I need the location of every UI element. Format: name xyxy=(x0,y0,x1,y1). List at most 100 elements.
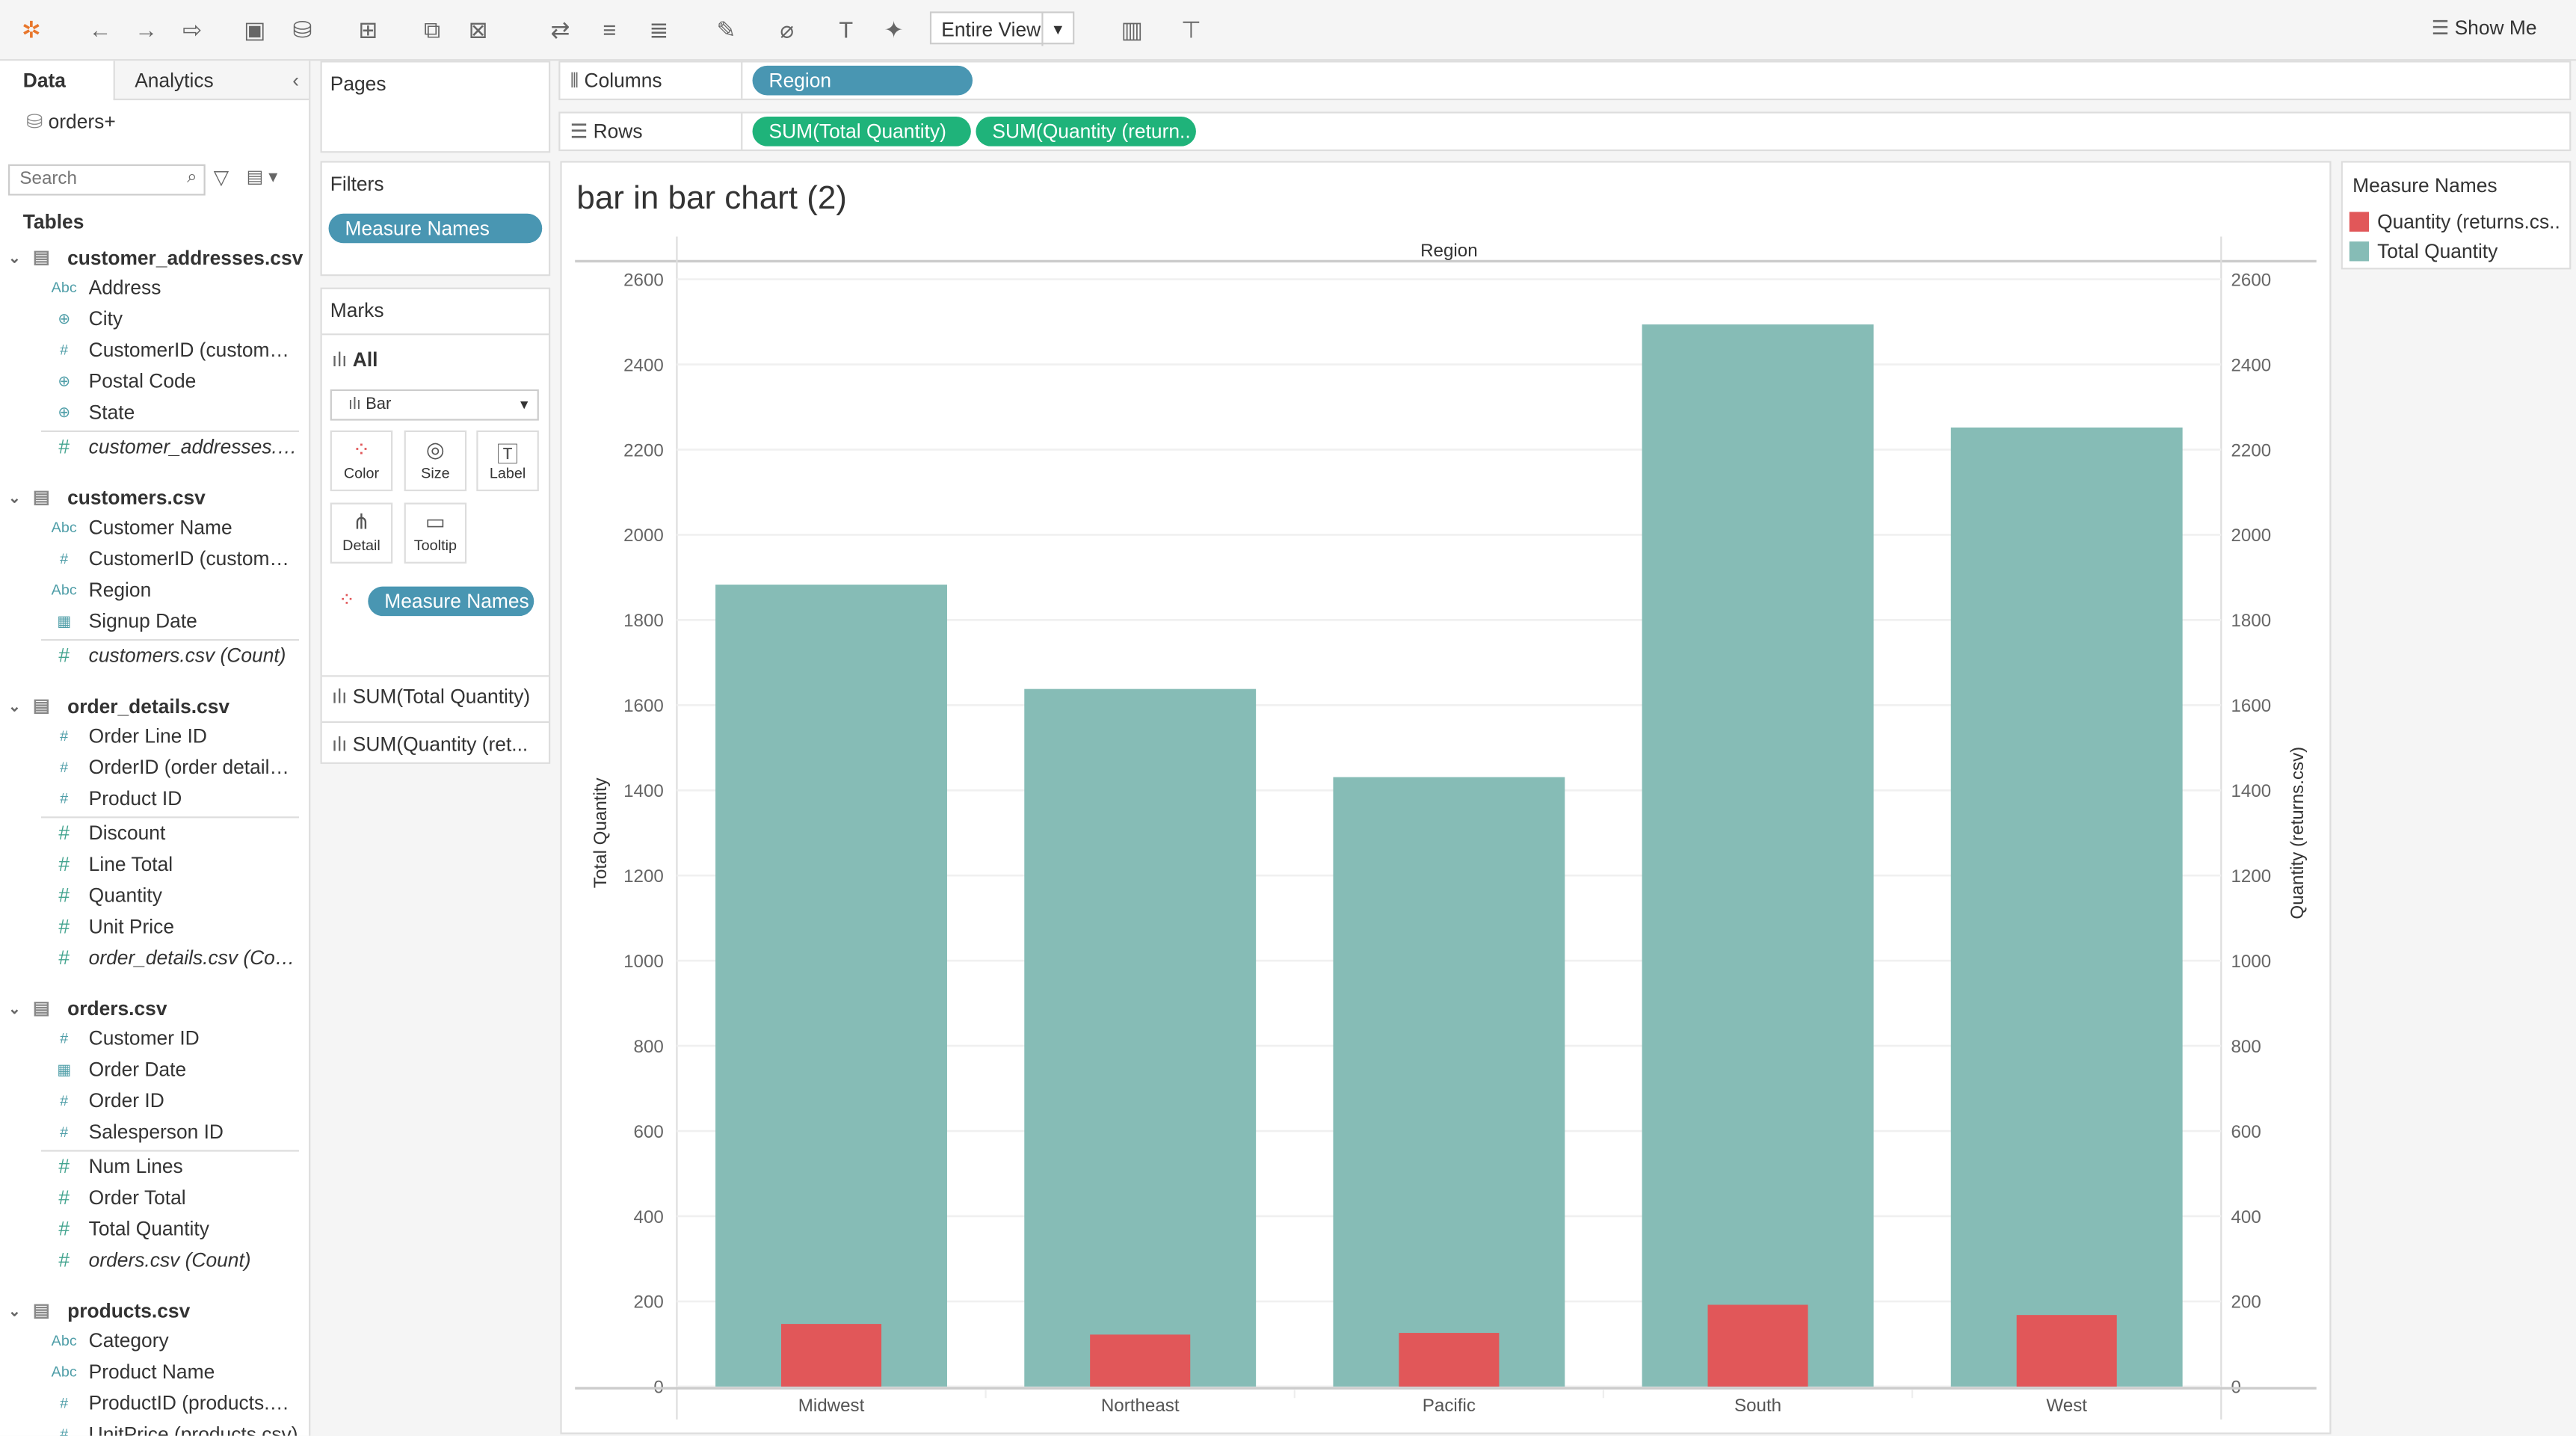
field-item[interactable]: Abc Region xyxy=(0,575,309,606)
collapse-icon[interactable]: ‹ xyxy=(292,69,299,93)
show-me-button[interactable]: ☰ Show Me xyxy=(2432,16,2537,40)
columns-pill-region[interactable]: Region xyxy=(752,65,973,96)
highlight-icon[interactable]: ✎ xyxy=(716,16,736,43)
filter-pill-measure-names[interactable]: Measure Names xyxy=(328,213,543,244)
field-item[interactable]: ⊕ Postal Code xyxy=(0,366,309,398)
chevron-down-icon[interactable]: ⌄ xyxy=(7,698,21,715)
detail-button[interactable]: ⋔ Detail xyxy=(330,502,393,564)
field-item[interactable]: # ProductID (products.cs... xyxy=(0,1388,309,1420)
save-icon[interactable]: ▣ xyxy=(244,16,266,43)
label-button[interactable]: 🅃 Label xyxy=(476,430,539,492)
tab-analytics[interactable]: Analytics ‹ xyxy=(113,61,309,101)
marks-measure-total-quantity[interactable]: ılı SUM(Total Quantity) xyxy=(332,685,546,708)
field-item[interactable]: Abc Customer Name xyxy=(0,513,309,544)
new-datasource-icon[interactable]: ⛁ xyxy=(292,16,312,43)
y-tick-label-right: 1600 xyxy=(2231,696,2271,716)
mark-type-select[interactable]: ılı Bar ▼ xyxy=(330,389,539,421)
marks-all[interactable]: ılı All xyxy=(332,348,378,372)
hash-icon: # xyxy=(60,1092,69,1109)
legend-item-quantity-returns[interactable]: Quantity (returns.cs.. xyxy=(2349,210,2563,233)
legend-label: Quantity (returns.cs.. xyxy=(2377,210,2560,234)
presentation-icon[interactable]: ⊤ xyxy=(1180,16,1201,43)
show-me-label: Show Me xyxy=(2454,16,2537,40)
rows-pill-total-quantity[interactable]: SUM(Total Quantity) xyxy=(752,117,971,147)
size-button[interactable]: ◎ Size xyxy=(404,430,467,492)
view-options-icon[interactable]: ▤ ▾ xyxy=(246,167,278,188)
field-item[interactable]: # Line Total xyxy=(0,849,309,881)
table-header[interactable]: ⌄ ▤ customers.csv xyxy=(0,481,309,514)
duplicate-icon[interactable]: ⧉ xyxy=(424,16,440,43)
chart[interactable]: Region0020020040040060060080080010001000… xyxy=(562,163,2330,1433)
measure-label: SUM(Total Quantity) xyxy=(352,685,531,709)
group-icon[interactable]: ⌀ xyxy=(780,16,794,43)
field-item[interactable]: ⊕ City xyxy=(0,304,309,336)
tooltip-button[interactable]: ▭ Tooltip xyxy=(404,502,467,564)
legend-item-total-quantity[interactable]: Total Quantity xyxy=(2349,240,2563,263)
field-item[interactable]: # Product ID xyxy=(0,783,309,815)
field-item[interactable]: # customer_addresses.c... xyxy=(0,432,309,463)
pages-shelf[interactable]: Pages xyxy=(320,61,551,153)
field-item[interactable]: # Total Quantity xyxy=(0,1214,309,1245)
filter-icon[interactable]: ▽ xyxy=(213,165,229,189)
cards-icon[interactable]: ▥ xyxy=(1121,16,1143,43)
field-item[interactable]: # OrderID (order details.... xyxy=(0,753,309,784)
y-tick-label: 1400 xyxy=(623,781,664,801)
clear-sheet-icon[interactable]: ⊠ xyxy=(468,16,488,43)
field-item[interactable]: # Num Lines xyxy=(0,1152,309,1183)
table-header[interactable]: ⌄ ▤ customer_addresses.csv xyxy=(0,241,309,274)
field-item[interactable]: ▦ Signup Date xyxy=(0,606,309,638)
table-header[interactable]: ⌄ ▤ order_details.csv xyxy=(0,690,309,723)
back-icon[interactable]: ← xyxy=(88,16,112,43)
swap-icon[interactable]: ⇄ xyxy=(550,16,570,43)
sort-ascending-icon[interactable]: ≡ xyxy=(603,16,617,43)
field-item[interactable]: # Salesperson ID xyxy=(0,1117,309,1148)
field-item[interactable]: Abc Product Name xyxy=(0,1357,309,1388)
field-item[interactable]: # CustomerID (customer... xyxy=(0,335,309,366)
redo-icon[interactable]: ⇨ xyxy=(182,16,203,43)
pin-icon[interactable]: ✦ xyxy=(884,16,904,43)
chevron-down-icon[interactable]: ⌄ xyxy=(7,250,21,267)
color-pill-measure-names[interactable]: Measure Names xyxy=(368,586,534,617)
field-item[interactable]: # UnitPrice (products.csv) xyxy=(0,1420,309,1436)
field-item[interactable]: # order_details.csv (Cou... xyxy=(0,943,309,974)
table-header[interactable]: ⌄ ▤ orders.csv xyxy=(0,992,309,1025)
table-header[interactable]: ⌄ ▤ products.csv xyxy=(0,1295,309,1328)
datasource-item[interactable]: ⛁ orders+ xyxy=(26,110,116,133)
sort-descending-icon[interactable]: ≣ xyxy=(649,16,669,43)
field-item[interactable]: # Discount xyxy=(0,818,309,849)
search-box[interactable]: ⌕ xyxy=(7,164,206,196)
filters-shelf[interactable]: Filters Measure Names xyxy=(320,161,551,277)
new-worksheet-icon[interactable]: ⊞ xyxy=(358,16,378,43)
bar-quantity-returns xyxy=(2016,1315,2117,1387)
field-item[interactable]: # Customer ID xyxy=(0,1023,309,1055)
field-item[interactable]: ▦ Order Date xyxy=(0,1055,309,1086)
field-item[interactable]: ⊕ State xyxy=(0,398,309,429)
field-item[interactable]: # Quantity xyxy=(0,881,309,912)
field-item[interactable]: Abc Address xyxy=(0,273,309,304)
tableau-logo-icon[interactable]: ✲ xyxy=(21,16,41,43)
chevron-down-icon[interactable]: ⌄ xyxy=(7,1302,21,1319)
field-item[interactable]: # orders.csv (Count) xyxy=(0,1245,309,1277)
field-item[interactable]: # Unit Price xyxy=(0,912,309,943)
field-item[interactable]: # CustomerID (customer... xyxy=(0,543,309,575)
field-item[interactable]: Abc Category xyxy=(0,1326,309,1358)
table-icon: ▤ xyxy=(32,487,50,508)
field-item[interactable]: # Order Line ID xyxy=(0,721,309,753)
field-item[interactable]: # Order Total xyxy=(0,1183,309,1214)
field-name: Salesperson ID xyxy=(88,1120,224,1144)
chevron-down-icon[interactable]: ⌄ xyxy=(7,489,21,506)
search-input[interactable] xyxy=(19,169,178,189)
label-icon[interactable]: T xyxy=(839,16,854,43)
bar-total-quantity xyxy=(1024,688,1257,1387)
marks-measure-quantity-returns[interactable]: ılı SUM(Quantity (ret... xyxy=(332,733,546,756)
field-item[interactable]: # Order ID xyxy=(0,1086,309,1118)
field-item[interactable]: # customers.csv (Count) xyxy=(0,641,309,672)
rows-shelf[interactable]: ☰ Rows SUM(Total Quantity) SUM(Quantity … xyxy=(558,111,2572,152)
chevron-down-icon[interactable]: ⌄ xyxy=(7,1000,21,1017)
fit-view-select[interactable]: Entire View ▼ xyxy=(929,11,1075,46)
columns-shelf[interactable]: ⦀ Columns Region xyxy=(558,61,2572,101)
rows-pill-quantity-returns[interactable]: SUM(Quantity (return.. xyxy=(976,117,1196,147)
tab-data[interactable]: Data xyxy=(0,61,112,101)
forward-icon[interactable]: → xyxy=(135,16,158,43)
color-button[interactable]: ⁘ Color xyxy=(330,430,393,492)
